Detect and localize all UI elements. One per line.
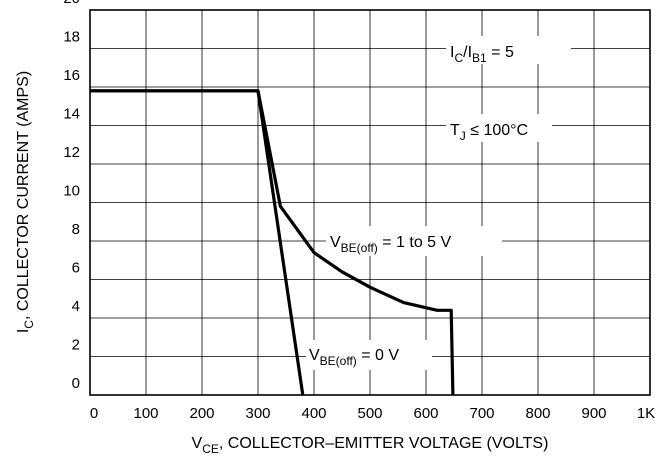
y-tick-label: 16 bbox=[63, 67, 80, 84]
y-tick-label: 10 bbox=[63, 183, 80, 200]
y-tick-label: 14 bbox=[63, 106, 80, 123]
y-tick-label: 0 bbox=[72, 375, 80, 392]
x-tick-label: 100 bbox=[133, 405, 158, 422]
x-tick-label: 0 bbox=[90, 405, 98, 422]
annotation-ratio-bg bbox=[446, 36, 571, 64]
plot-frame bbox=[89, 9, 651, 396]
y-tick-label: 20 bbox=[63, 0, 80, 7]
annotation-tj-bg bbox=[446, 114, 552, 142]
annotation-tj: TJ ≤ 100°C bbox=[450, 122, 528, 143]
x-axis-title: VCE, COLLECTOR–EMITTER VOLTAGE (VOLTS) bbox=[192, 435, 549, 456]
grid bbox=[90, 10, 650, 395]
y-tick-label: 4 bbox=[72, 298, 80, 315]
x-tick-label: 700 bbox=[469, 405, 494, 422]
x-tick-label: 600 bbox=[413, 405, 438, 422]
y-tick-label: 18 bbox=[63, 29, 80, 46]
y-tick-label: 6 bbox=[72, 260, 80, 277]
x-tick-label: 200 bbox=[189, 405, 214, 422]
x-tick-label: 1K bbox=[637, 405, 655, 422]
y-tick-label: 8 bbox=[72, 221, 80, 238]
x-tick-label: 900 bbox=[581, 405, 606, 422]
x-tick-label: 800 bbox=[525, 405, 550, 422]
x-axis-ticks: 0 100 200 300 400 500 600 700 800 900 1K bbox=[90, 405, 655, 422]
x-tick-label: 300 bbox=[245, 405, 270, 422]
annotation-vbe-zero: VBE(off) = 0 V bbox=[309, 347, 399, 368]
x-tick-label: 400 bbox=[301, 405, 326, 422]
annotation-vbe-high: VBE(off) = 1 to 5 V bbox=[330, 234, 452, 255]
annotation-vbe-zero-bg bbox=[306, 340, 432, 370]
y-tick-label: 12 bbox=[63, 144, 80, 161]
series-line bbox=[90, 89, 455, 396]
annotation-vbe-high-bg bbox=[326, 226, 502, 256]
y-tick-label: 2 bbox=[72, 337, 80, 354]
annotation-ratio: IC/IB1 = 5 bbox=[450, 44, 514, 65]
y-axis-title: IC, COLLECTOR CURRENT (AMPS) bbox=[15, 71, 36, 333]
x-tick-label: 500 bbox=[357, 405, 382, 422]
curves bbox=[90, 89, 455, 396]
y-axis-ticks: 0 2 4 6 8 10 12 14 16 18 20 bbox=[63, 0, 80, 392]
series-line bbox=[90, 89, 305, 396]
